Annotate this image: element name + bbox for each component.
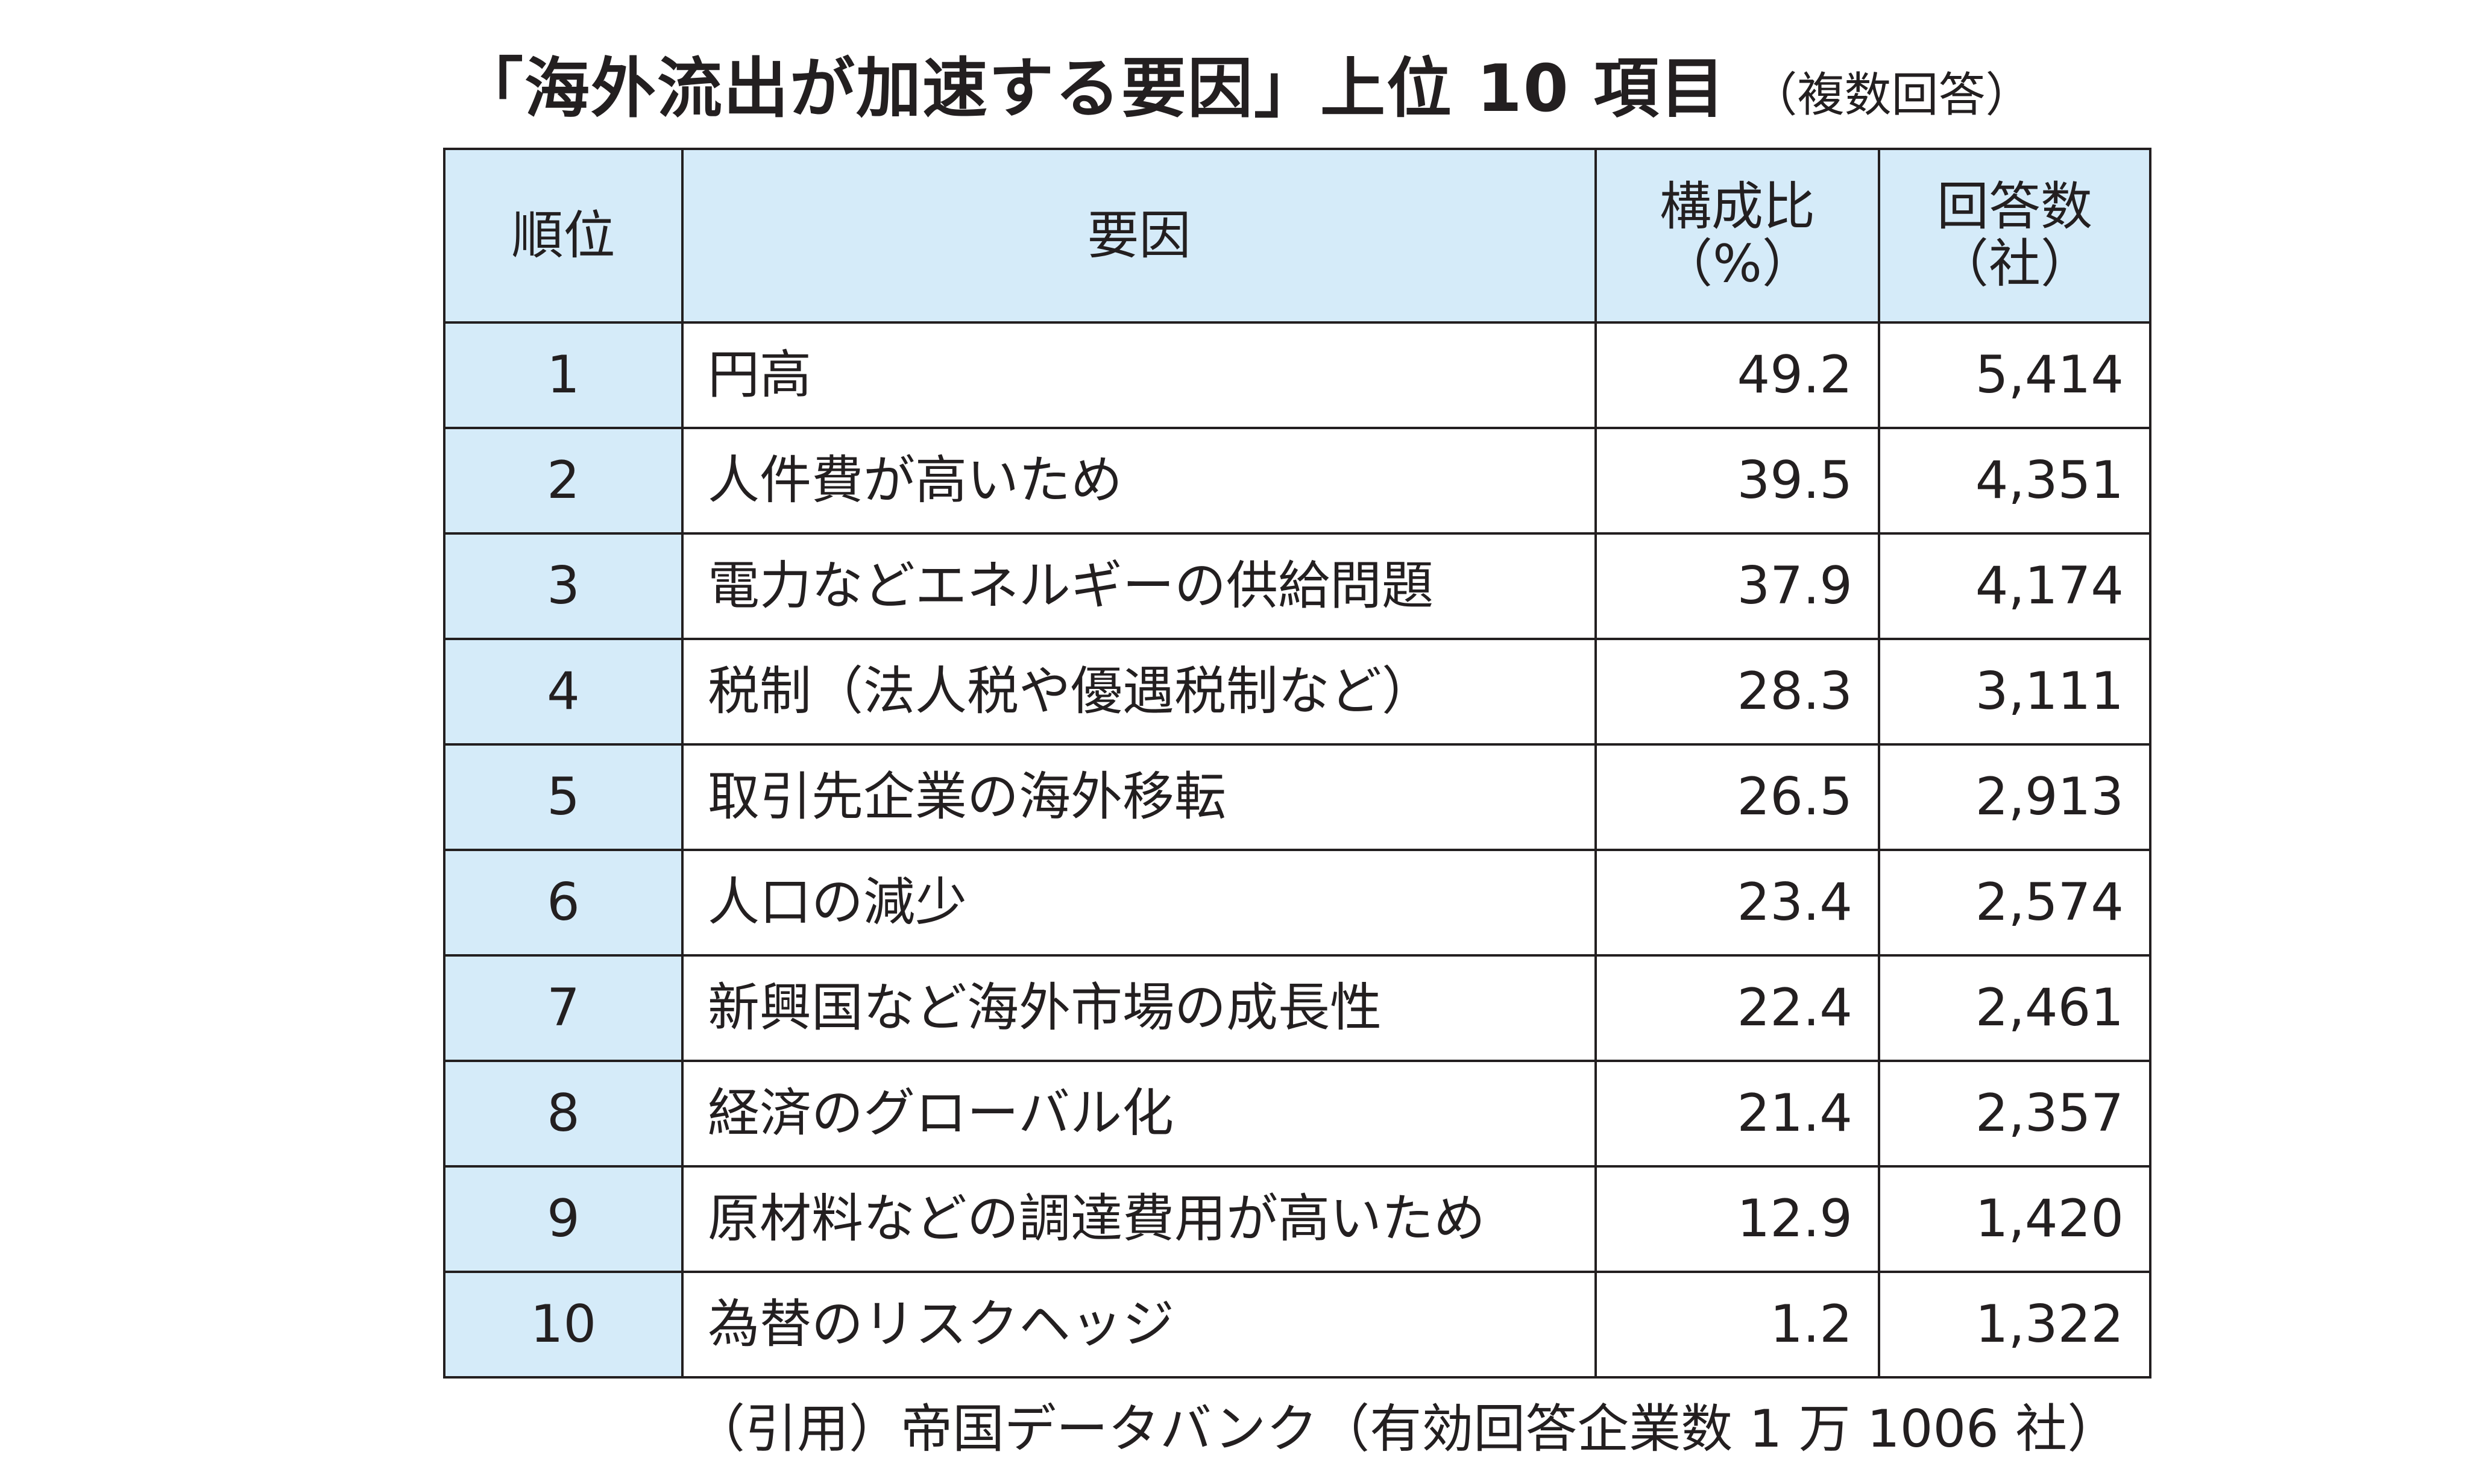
header-rank: 順位 [443, 148, 684, 324]
factor-cell: 経済のグローバル化 [681, 1060, 1597, 1168]
ranking-table: 順位 要因 構成比 （%） 回答数 （社） 1 円高 49.2 5,414 2 人件費が… [443, 148, 2151, 1379]
table-row: 10 為替のリスクヘッジ 1.2 1,322 [443, 1271, 2151, 1379]
count-cell: 1,322 [1878, 1271, 2151, 1379]
header-factor: 要因 [681, 148, 1597, 324]
rank-cell: 8 [443, 1060, 684, 1168]
count-cell: 2,913 [1878, 743, 2151, 851]
rank-cell: 3 [443, 532, 684, 640]
rank-cell: 10 [443, 1271, 684, 1379]
header-count-unit: （社） [1937, 234, 2092, 294]
table-row: 9 原材料などの調達費用が高いため 12.9 1,420 [443, 1165, 2151, 1273]
title-main: 「海外流出が加速する要因」上位 10 項目 [458, 51, 1726, 127]
table-row: 8 経済のグローバル化 21.4 2,357 [443, 1060, 2151, 1168]
factor-cell: 為替のリスクヘッジ [681, 1271, 1597, 1379]
factor-cell: 取引先企業の海外移転 [681, 743, 1597, 851]
count-cell: 3,111 [1878, 638, 2151, 746]
table-row: 3 電力などエネルギーの供給問題 37.9 4,174 [443, 532, 2151, 640]
percent-cell: 23.4 [1594, 849, 1880, 957]
percent-cell: 49.2 [1594, 321, 1880, 429]
percent-cell: 28.3 [1594, 638, 1880, 746]
factor-cell: 税制（法人税や優遇税制など） [681, 638, 1597, 746]
count-cell: 2,574 [1878, 849, 2151, 957]
table-body: 1 円高 49.2 5,414 2 人件費が高いため 39.5 4,351 3 電力などエネルギ… [443, 321, 2151, 1379]
header-count: 回答数 （社） [1878, 148, 2151, 324]
rank-cell: 1 [443, 321, 684, 429]
factor-cell: 人口の減少 [681, 849, 1597, 957]
rank-cell: 4 [443, 638, 684, 746]
count-cell: 4,351 [1878, 427, 2151, 535]
table-row: 6 人口の減少 23.4 2,574 [443, 849, 2151, 957]
count-cell: 4,174 [1878, 532, 2151, 640]
rank-cell: 6 [443, 849, 684, 957]
percent-cell: 21.4 [1594, 1060, 1880, 1168]
factor-cell: 円高 [681, 321, 1597, 429]
table-row: 5 取引先企業の海外移転 26.5 2,913 [443, 743, 2151, 851]
source-citation: （引用）帝国データバンク（有効回答企業数 1 万 1006 社） [693, 1399, 2120, 1459]
page-title: 「海外流出が加速する要因」上位 10 項目 （複数回答） [458, 36, 2033, 139]
table-row: 1 円高 49.2 5,414 [443, 321, 2151, 429]
title-subtitle: （複数回答） [1750, 68, 2033, 122]
header-count-label: 回答数 [1937, 177, 2092, 237]
factor-cell: 人件費が高いため [681, 427, 1597, 535]
percent-cell: 1.2 [1594, 1271, 1880, 1379]
table-row: 4 税制（法人税や優遇税制など） 28.3 3,111 [443, 638, 2151, 746]
count-cell: 1,420 [1878, 1165, 2151, 1273]
factor-cell: 新興国など海外市場の成長性 [681, 954, 1597, 1062]
rank-cell: 5 [443, 743, 684, 851]
factor-cell: 電力などエネルギーの供給問題 [681, 532, 1597, 640]
header-percent: 構成比 （%） [1594, 148, 1880, 324]
header-percent-unit: （%） [1661, 234, 1814, 294]
percent-cell: 12.9 [1594, 1165, 1880, 1273]
percent-cell: 37.9 [1594, 532, 1880, 640]
header-factor-label: 要因 [1087, 205, 1191, 266]
percent-cell: 26.5 [1594, 743, 1880, 851]
table-row: 2 人件費が高いため 39.5 4,351 [443, 427, 2151, 535]
count-cell: 2,461 [1878, 954, 2151, 1062]
table-header-row: 順位 要因 構成比 （%） 回答数 （社） [443, 148, 2151, 324]
factor-cell: 原材料などの調達費用が高いため [681, 1165, 1597, 1273]
count-cell: 5,414 [1878, 321, 2151, 429]
rank-cell: 7 [443, 954, 684, 1062]
rank-cell: 2 [443, 427, 684, 535]
table-row: 7 新興国など海外市場の成長性 22.4 2,461 [443, 954, 2151, 1062]
rank-cell: 9 [443, 1165, 684, 1273]
percent-cell: 39.5 [1594, 427, 1880, 535]
header-rank-label: 順位 [511, 205, 615, 266]
header-percent-label: 構成比 [1660, 177, 1815, 237]
count-cell: 2,357 [1878, 1060, 2151, 1168]
percent-cell: 22.4 [1594, 954, 1880, 1062]
